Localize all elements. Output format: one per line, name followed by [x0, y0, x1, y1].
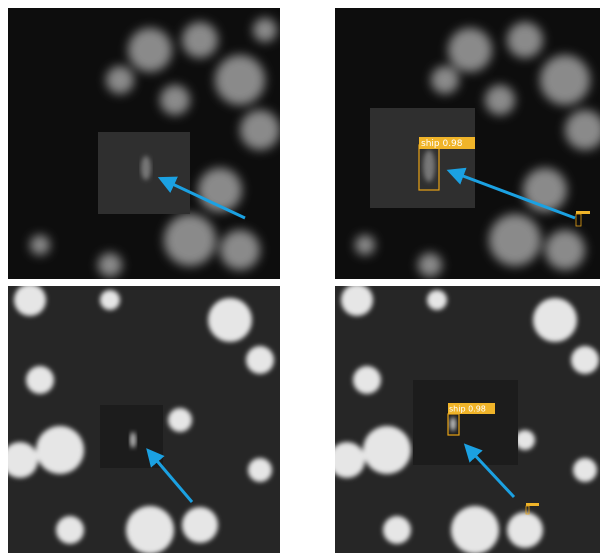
detection-label: ship 0.98 — [449, 405, 486, 414]
panel-bottom-left — [2, 284, 280, 553]
panel-top-right: ship 0.98 — [335, 8, 600, 279]
detection-label: ship 0.98 — [421, 139, 463, 149]
figure: ship 0.98 ship 0.98 — [0, 0, 600, 553]
panel-bottom-right: ship 0.98 — [329, 284, 600, 553]
panel-top-left — [8, 8, 280, 279]
